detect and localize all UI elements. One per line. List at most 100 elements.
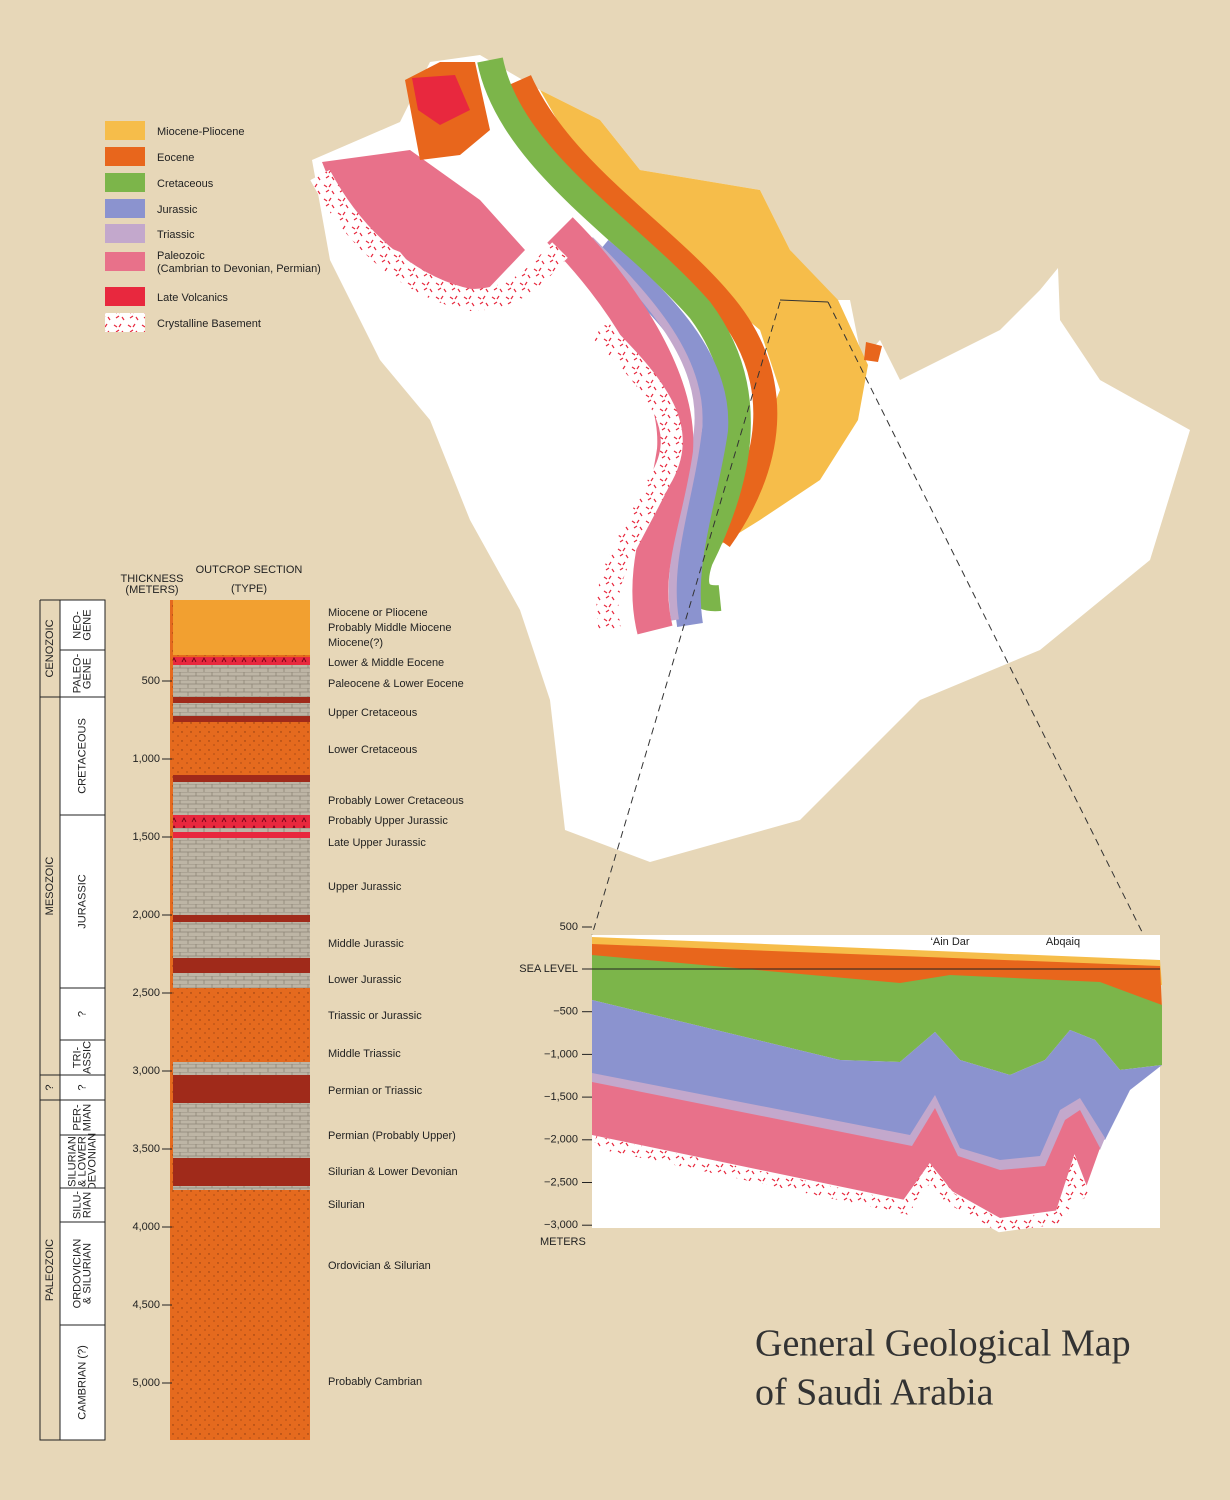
period-label: PER- [71, 1104, 83, 1131]
era-label: PALEOZOIC [44, 1239, 56, 1301]
period-label: ? [76, 1011, 88, 1017]
era-label: CENOZOIC [44, 619, 56, 677]
legend-swatch [105, 173, 145, 192]
unit-label: Ordovician & Silurian [328, 1260, 431, 1272]
period-label: CAMBRIAN (?) [76, 1345, 88, 1420]
unit-label: Permian (Probably Upper) [328, 1130, 456, 1142]
era-label: MESOZOIC [44, 857, 56, 916]
layer [173, 922, 310, 958]
tick-label: SEA LEVEL [519, 963, 578, 975]
basement [310, 169, 683, 633]
legend-label: Late Volcanics [157, 292, 228, 304]
period-label: DEVONIAN [86, 1133, 98, 1191]
period-label-box [59, 1324, 106, 1441]
column-labels: THICKNESS(METERS) OUTCROP SECTION (TYPE) 50… [39, 564, 464, 1441]
layer-cretaceous [592, 955, 1162, 1075]
legend-swatch [105, 287, 145, 306]
layer [173, 1062, 310, 1075]
period-label: RIAN [81, 1192, 93, 1218]
period-label-box [59, 987, 106, 1041]
unit-label: Paleocene & Lower Eocene [328, 678, 464, 690]
unit-label: Silurian & Lower Devonian [328, 1166, 458, 1178]
period-label: ORDOVICIAN [71, 1239, 83, 1309]
period-label: & LOWER [76, 1136, 88, 1187]
column-header: OUTCROP SECTION [196, 564, 303, 576]
layer [173, 973, 310, 988]
period-label: PALEO- [71, 653, 83, 693]
title: General Geological Map [755, 1323, 1131, 1365]
layer [173, 782, 310, 815]
tick-label: 1,000 [132, 753, 160, 765]
cross-section: 500 SEA LEVEL −500 −1,000 −1,500 −2,000 −2,500… [519, 921, 1162, 1248]
layer [173, 657, 310, 665]
title: of Saudi Arabia [755, 1372, 994, 1414]
legend-swatch [105, 147, 145, 166]
era-label: ? [44, 1084, 56, 1090]
legend-label: Crystalline Basement [157, 318, 261, 330]
period-label: GENE [81, 609, 93, 640]
layer [173, 665, 310, 697]
layer [173, 958, 310, 973]
period-label-box [59, 599, 106, 651]
period-label: ASSIC [81, 1041, 93, 1074]
tick-label: 5,000 [132, 1377, 160, 1389]
unit-label: Late Upper Jurassic [328, 837, 426, 849]
unit-label: Permian or Triassic [328, 1085, 423, 1097]
unit-label: Triassic or Jurassic [328, 1010, 422, 1022]
legend: Miocene-Pliocene Eocene Cretaceous Jurassic… [105, 121, 321, 332]
legend-label: Miocene-Pliocene [157, 126, 244, 138]
tick-label: −3,000 [544, 1219, 578, 1231]
period-label: SILURIAN [66, 1136, 78, 1187]
period-label: NEO- [71, 611, 83, 639]
legend-swatch [105, 121, 145, 140]
layer [173, 1075, 310, 1103]
period-label-box [59, 814, 106, 989]
section-axis: 500 SEA LEVEL −500 −1,000 −1,500 −2,000 −2,500… [519, 921, 1080, 1248]
layer-jurassic [592, 1000, 1162, 1165]
layer [173, 832, 310, 838]
column-header: (METERS) [125, 584, 178, 596]
period-label: ? [76, 1084, 88, 1090]
place-label: Abqaiq [1046, 936, 1080, 948]
unit-label: Upper Jurassic [328, 881, 402, 893]
unit-label: Upper Cretaceous [328, 707, 418, 719]
layer [173, 697, 310, 703]
layer [173, 775, 310, 782]
period-label-box [59, 1099, 106, 1136]
eocene [509, 74, 778, 547]
tick-label: 1,500 [132, 831, 160, 843]
unit-label: Lower Cretaceous [328, 744, 418, 756]
layer [173, 1158, 310, 1186]
column-header: THICKNESS [121, 573, 184, 585]
neogene [173, 600, 310, 655]
layer [173, 915, 310, 922]
tick-label: 4,000 [132, 1221, 160, 1233]
period-label: TRI- [71, 1046, 83, 1068]
unit-label: Silurian [328, 1199, 365, 1211]
volcanics [412, 75, 470, 125]
period-label: CRETACEOUS [76, 718, 88, 794]
period-label-box [59, 649, 106, 698]
legend-swatch [105, 252, 145, 271]
unit-label: Probably Lower Cretaceous [328, 795, 464, 807]
legend-label: Paleozoic [157, 250, 205, 262]
layer [173, 828, 310, 832]
tick-label: −1,000 [544, 1048, 578, 1060]
legend-label: Jurassic [157, 204, 198, 216]
tick-label: 3,000 [132, 1065, 160, 1077]
unit-label: Middle Jurassic [328, 938, 404, 950]
unit-label: Lower Jurassic [328, 974, 402, 986]
layer-eocene [592, 944, 1162, 1008]
tick-label: −500 [553, 1006, 578, 1018]
unit-label: Probably Cambrian [328, 1376, 422, 1388]
tick-label: 2,500 [132, 987, 160, 999]
place-label: ‘Ain Dar [930, 936, 969, 948]
tick-label: 500 [142, 675, 160, 687]
layer [173, 838, 310, 915]
unit-label: Miocene(?) [328, 637, 383, 649]
jurassic [591, 240, 729, 627]
era-frame [39, 600, 60, 1441]
period-label: GENE [81, 658, 93, 689]
legend-label: Triassic [157, 229, 195, 241]
